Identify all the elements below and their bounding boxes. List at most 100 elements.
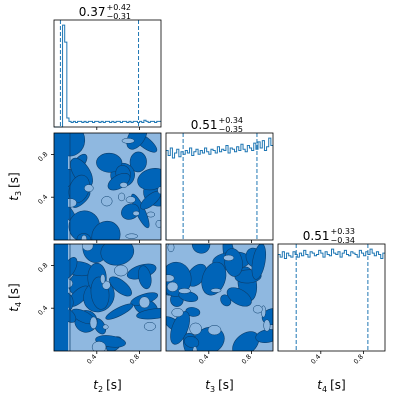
density-region-inner <box>170 311 190 345</box>
density-island <box>121 138 135 144</box>
title-plus: +0.34 <box>219 116 244 125</box>
density-region-inner <box>109 276 132 297</box>
y-tick-label: 0.8 <box>36 150 49 163</box>
x-tick-label: 0.4 <box>85 353 98 366</box>
histogram-frame <box>165 132 274 241</box>
density-panel-frame <box>165 243 274 352</box>
density-island <box>101 196 113 207</box>
x-axis-label-t2: t2 [s] <box>93 378 121 394</box>
y-axis-label-t4: t4 [s] <box>7 283 23 311</box>
x-axis-label-t3: t3 [s] <box>205 378 233 394</box>
density-island <box>189 322 202 335</box>
x-axis-label-t4: t4 [s] <box>317 378 345 394</box>
histogram-step-line <box>277 248 385 351</box>
density-region-inner <box>201 261 227 296</box>
axis-label-unit: [s] <box>330 378 346 392</box>
axis-label-symbol: t <box>317 378 323 392</box>
density-region-inner <box>138 265 152 290</box>
density-island <box>166 281 179 292</box>
density-region-inner <box>251 244 267 280</box>
density-island <box>91 341 107 351</box>
title-plus: +0.42 <box>107 3 132 12</box>
axis-label-subscript: 4 <box>322 385 327 394</box>
density-fill-group <box>166 244 273 351</box>
density-island <box>81 234 87 240</box>
y-tick-label: 0.4 <box>36 193 49 206</box>
axis-label-unit: [s] <box>106 378 122 392</box>
x-tick-label: 0.8 <box>240 353 253 366</box>
density-island <box>263 319 271 332</box>
density-island <box>157 186 161 195</box>
density-region-inner <box>185 307 201 317</box>
histogram-title: 0.37 +0.42−0.31 <box>79 3 131 21</box>
histogram-panel-t_2: 0.37 +0.42−0.31 <box>53 3 162 128</box>
density-island <box>207 325 222 336</box>
axis-label-symbol: t <box>7 306 21 312</box>
density-island <box>143 321 156 331</box>
density-region-inner <box>137 168 161 191</box>
density-edge-band <box>54 133 68 240</box>
histogram-frame <box>53 19 162 128</box>
density-island <box>167 244 175 253</box>
density-island <box>166 274 175 283</box>
density-island <box>178 288 191 294</box>
density-island <box>171 308 184 318</box>
axis-label-subscript: 2 <box>98 385 103 394</box>
density-island <box>114 264 128 277</box>
density-region-inner <box>91 220 121 240</box>
density-island <box>118 192 126 202</box>
density-fill-group <box>54 244 161 351</box>
density-island <box>102 324 109 330</box>
histogram-panel-t_4: 0.51 +0.33−0.34 <box>277 227 386 352</box>
y-tick-label: 0.8 <box>36 261 49 274</box>
axis-label-symbol: t <box>205 378 211 392</box>
axis-label-symbol: t <box>7 195 21 201</box>
density-region-inner <box>105 303 134 320</box>
density-island <box>125 196 136 204</box>
density-region-inner <box>183 335 200 349</box>
density-island <box>210 288 222 293</box>
histogram-title: 0.51 +0.33−0.34 <box>303 227 355 245</box>
y-tick-label: 0.4 <box>36 304 49 317</box>
density-island <box>138 296 151 309</box>
density-panel-t_3-t_4 <box>165 243 274 352</box>
density-fill-group <box>54 133 161 240</box>
density-island <box>223 254 235 261</box>
x-tick-label: 0.8 <box>352 353 365 366</box>
density-island <box>81 244 94 252</box>
title-minus: −0.31 <box>107 12 132 21</box>
histogram-frame <box>277 243 386 352</box>
title-median: 0.51 <box>303 229 330 243</box>
title-minus: −0.35 <box>219 125 244 134</box>
axis-label-subscript: 3 <box>14 191 23 196</box>
histogram-title: 0.51 +0.34−0.35 <box>191 116 243 134</box>
x-tick-label: 0.4 <box>309 353 322 366</box>
x-tick-label: 0.8 <box>128 353 141 366</box>
title-median: 0.51 <box>191 118 218 132</box>
title-median: 0.37 <box>79 5 106 19</box>
y-axis-label-t3: t3 [s] <box>7 172 23 200</box>
density-region-inner <box>96 152 123 173</box>
density-island <box>155 220 161 228</box>
density-region-inner <box>136 307 161 320</box>
axis-label-symbol: t <box>93 378 99 392</box>
title-plus: +0.33 <box>331 227 356 236</box>
density-panel-frame <box>53 243 162 352</box>
density-island <box>132 210 140 216</box>
histogram-step-line <box>54 24 161 128</box>
density-panel-frame <box>53 132 162 241</box>
density-island <box>252 305 263 314</box>
density-island <box>119 182 128 188</box>
histogram-panel-t_3: 0.51 +0.34−0.35 <box>165 116 274 241</box>
density-island <box>84 184 94 193</box>
density-region-inner <box>226 287 252 307</box>
density-island <box>146 211 156 218</box>
density-island <box>125 233 138 239</box>
axis-label-subscript: 4 <box>14 302 23 307</box>
density-region-inner <box>100 244 135 266</box>
axis-label-unit: [s] <box>7 283 21 299</box>
density-edge-band <box>54 244 68 351</box>
density-island <box>100 274 106 284</box>
density-panel-t_2-t_3 <box>53 132 162 241</box>
